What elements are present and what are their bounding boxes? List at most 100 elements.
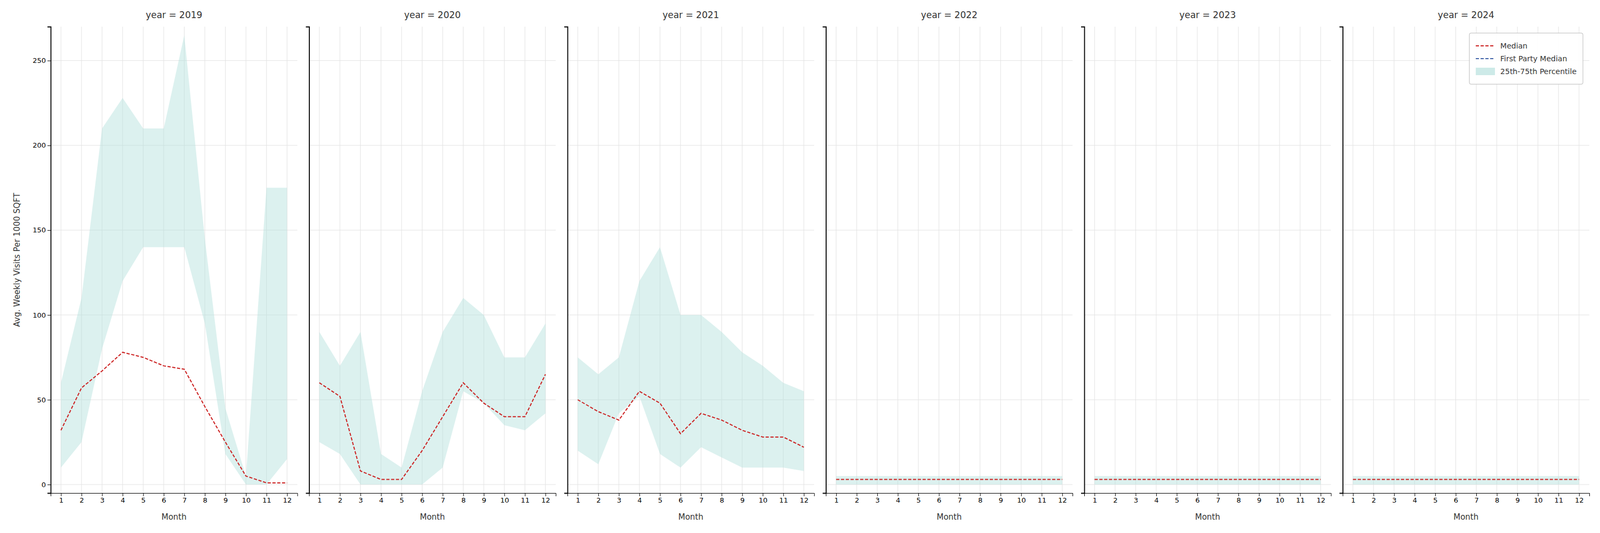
grid-line-y (567, 145, 815, 146)
x-tick-mark (1435, 493, 1436, 497)
x-tick: 12 (541, 493, 551, 505)
x-tick: 1 (317, 493, 322, 505)
median-line (577, 391, 804, 448)
grid-line-y (1084, 400, 1332, 401)
panel: 123456789101112year = 2023Month (1081, 9, 1332, 523)
panel: 123456789101112year = 2021Month (564, 9, 815, 523)
x-tick-label: 1 (1350, 496, 1356, 505)
x-tick-label: 10 (500, 496, 510, 505)
x-tick-label: 11 (1554, 496, 1564, 505)
x-tick: 7 (1474, 493, 1479, 505)
x-tick-label: 8 (461, 496, 466, 505)
panel-title: year = 2022 (921, 9, 978, 21)
x-tick-mark (286, 493, 288, 497)
grid-line-x (618, 26, 620, 494)
x-tick: 6 (937, 493, 942, 505)
x-tick: 10 (758, 493, 768, 505)
plot-area (319, 298, 546, 485)
grid-line-x (938, 26, 940, 494)
x-tick: 4 (1154, 493, 1159, 505)
x-tick-label: 9 (740, 496, 745, 505)
x-tick-mark (60, 493, 62, 497)
x-tick-mark (1135, 493, 1136, 497)
x-axis-title: Month (1195, 512, 1221, 523)
x-tick-mark (918, 493, 919, 497)
x-tick-mark (101, 493, 103, 497)
chart-canvas: 123456789101112050100150200250year = 201… (0, 0, 1600, 533)
x-tick-mark (1238, 493, 1239, 497)
grid-line-x (979, 26, 981, 494)
grid-line-x (638, 26, 640, 494)
x-tick: 1 (59, 493, 64, 505)
x-tick: 8 (719, 493, 724, 505)
median-line (1353, 479, 1580, 481)
x-tick-label: 9 (481, 496, 486, 505)
grid-line-x (897, 26, 899, 494)
median-line (319, 374, 546, 480)
grid-line-x (1496, 26, 1498, 494)
x-tick-mark (483, 493, 485, 497)
percentile-band (319, 298, 546, 485)
grid-line-y (50, 60, 298, 61)
legend-item: 25th-75th Percentile (1475, 67, 1577, 76)
x-tick-label: 7 (1474, 496, 1479, 505)
x-axis-line (826, 493, 1074, 498)
x-tick-mark (1517, 493, 1518, 497)
x-tick-mark (1497, 493, 1498, 497)
grid-line-x (1061, 26, 1063, 494)
x-tick-label: 11 (1037, 496, 1047, 505)
grid-line-x (959, 26, 960, 494)
legend-item: First Party Median (1475, 54, 1567, 63)
grid-line-x (1352, 26, 1354, 494)
panel-title: year = 2019 (145, 9, 203, 21)
x-tick: 2 (1113, 493, 1118, 505)
grid-line-x (917, 26, 919, 494)
x-tick-mark (836, 493, 837, 497)
grid-line-x (1537, 26, 1539, 494)
x-tick: 7 (440, 493, 445, 505)
x-tick-mark (659, 493, 661, 497)
x-tick-label: 7 (440, 496, 445, 505)
x-axis: 123456789101112 (1084, 493, 1332, 505)
legend-swatch (1475, 58, 1495, 60)
grid-line-y (1084, 145, 1332, 146)
grid-line-x (1155, 26, 1157, 494)
x-tick-mark (938, 493, 940, 497)
x-tick-mark (1197, 493, 1198, 497)
x-tick: 9 (481, 493, 486, 505)
x-tick: 3 (358, 493, 363, 505)
grid-line-x (462, 26, 464, 494)
x-tick-mark (266, 493, 268, 497)
x-tick-mark (701, 493, 702, 497)
x-axis-title: Month (936, 512, 962, 523)
grid-line-y (826, 400, 1074, 401)
x-tick: 7 (957, 493, 962, 505)
x-tick-label: 10 (1275, 496, 1285, 505)
grid-line-x (1238, 26, 1239, 494)
y-tick: 250 (32, 56, 51, 65)
x-tick: 9 (998, 493, 1003, 505)
x-tick-mark (1394, 493, 1395, 497)
x-tick-mark (163, 493, 165, 497)
x-tick-label: 1 (1092, 496, 1098, 505)
y-tick-label: 50 (36, 396, 46, 405)
plot-area (1353, 476, 1580, 485)
grid-line-y (1084, 60, 1332, 61)
grid-line-y (309, 229, 557, 231)
grid-line-x (1455, 26, 1456, 494)
x-tick-label: 1 (576, 496, 581, 505)
x-tick-mark (1300, 493, 1301, 497)
x-tick-mark (959, 493, 960, 497)
legend-swatch (1475, 67, 1495, 76)
median-line (1094, 479, 1321, 481)
x-tick-mark (1320, 493, 1322, 497)
x-tick: 1 (1350, 493, 1356, 505)
y-axis-line (306, 27, 310, 494)
x-axis: 123456789101112 (826, 493, 1074, 505)
y-tick-label: 250 (32, 56, 46, 65)
x-tick-mark (360, 493, 362, 497)
legend-label: 25th-75th Percentile (1500, 67, 1577, 76)
grid-line-x (545, 26, 546, 494)
y-axis (564, 27, 568, 494)
grid-line-x (1299, 26, 1301, 494)
